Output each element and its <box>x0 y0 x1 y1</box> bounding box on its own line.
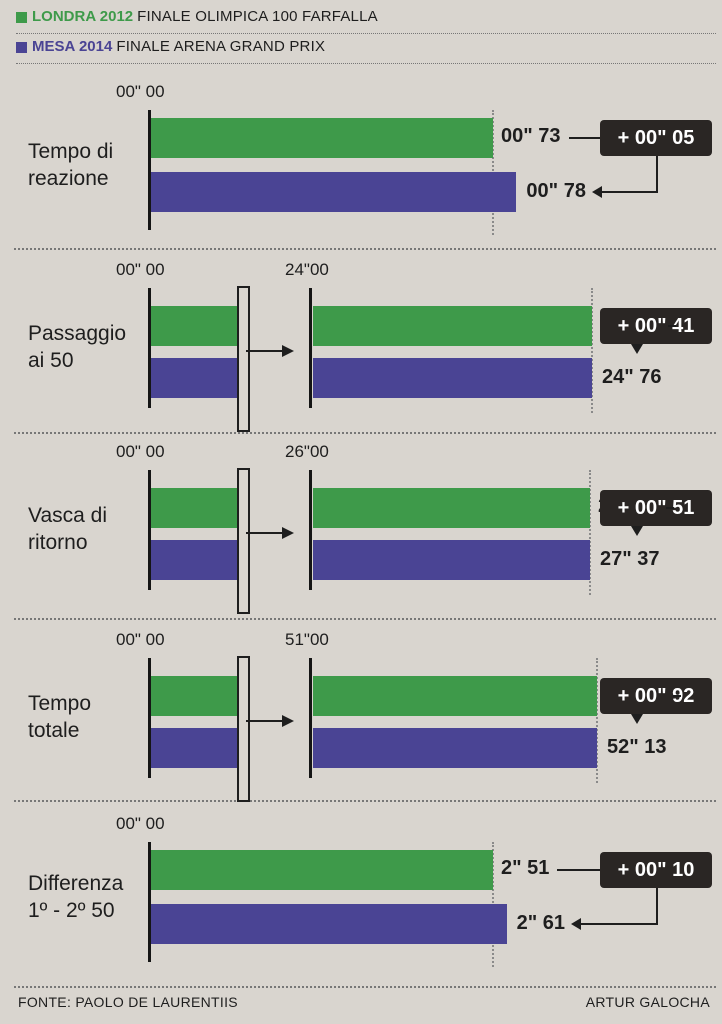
legend-item-mesa: MESA 2014 FINALE ARENA GRAND PRIX <box>16 36 378 58</box>
break-arrow-head <box>282 527 294 539</box>
legend-swatch-green <box>16 11 27 23</box>
axis-break-line <box>309 470 312 590</box>
axis-break-label: 51"00 <box>285 630 329 649</box>
bar-londra <box>151 118 493 158</box>
value-label-mesa: 27" 37 <box>600 548 660 570</box>
axis-start-label: 00" 00 <box>116 630 165 649</box>
row-label: Tempo di reazione <box>28 140 114 190</box>
axis-line <box>148 842 151 962</box>
diff-connector-line <box>602 191 658 193</box>
axis-start-label: 00" 00 <box>116 260 165 279</box>
bar-prebreak-purple <box>151 358 239 398</box>
bar-londra <box>313 306 593 346</box>
value-label-mesa: 52" 13 <box>607 736 667 758</box>
section-divider <box>14 248 716 250</box>
diff-arrow-head <box>631 714 643 724</box>
break-arrow-head <box>282 345 294 357</box>
value-label-londra: 2" 51 <box>501 857 550 879</box>
diff-arrow-head <box>631 526 643 536</box>
bar-mesa <box>151 904 507 944</box>
bar-prebreak-green <box>151 676 239 716</box>
axis-line <box>148 470 151 590</box>
section-divider <box>14 800 716 802</box>
reference-line <box>596 658 599 783</box>
legend-name: LONDRA 2012 <box>32 8 134 25</box>
bar-mesa <box>313 358 592 398</box>
legend-divider <box>16 33 716 34</box>
bar-londra <box>313 488 591 528</box>
diff-badge: + 00" 41 <box>600 308 712 344</box>
footer-author: ARTUR GALOCHA <box>585 994 710 1010</box>
legend: LONDRA 2012 FINALE OLIMPICA 100 FARFALLA… <box>16 6 378 58</box>
diff-badge: + 00" 10 <box>600 852 712 888</box>
diff-connector-line <box>580 923 658 925</box>
bar-londra <box>151 850 493 890</box>
legend-desc: FINALE ARENA GRAND PRIX <box>116 38 326 55</box>
break-arrow-line <box>246 532 282 534</box>
section-divider <box>14 432 716 434</box>
axis-start-label: 00" 00 <box>116 442 165 461</box>
break-arrow-line <box>246 720 282 722</box>
diff-connector-line <box>673 695 682 697</box>
value-label-mesa: 2" 61 <box>516 912 566 934</box>
bar-londra <box>313 676 598 716</box>
reference-line <box>589 470 592 595</box>
bar-mesa <box>313 540 590 580</box>
legend-desc: FINALE OLIMPICA 100 FARFALLA <box>137 8 378 25</box>
diff-connector-line <box>668 325 677 327</box>
row-label: Vasca di ritorno <box>28 504 107 554</box>
diff-badge: + 00" 92 <box>600 678 712 714</box>
diff-arrow-head <box>570 918 581 930</box>
diff-connector-line <box>656 156 658 192</box>
axis-line <box>148 288 151 408</box>
axis-line <box>148 658 151 778</box>
reference-line <box>591 288 594 413</box>
chart-panel: Differenza 1º - 2º 50 00" 00 2" 51 2" 61 + 0… <box>0 812 722 982</box>
axis-break-marker <box>237 656 250 802</box>
bar-mesa <box>151 172 517 212</box>
row-label: Passaggio ai 50 <box>28 322 127 372</box>
bar-prebreak-purple <box>151 728 239 768</box>
axis-break-marker <box>237 468 250 614</box>
axis-start-label: 00" 00 <box>116 814 165 833</box>
axis-break-marker <box>237 286 250 432</box>
diff-arrow-head <box>631 344 643 354</box>
legend-name: MESA 2014 <box>32 38 113 55</box>
axis-start-label: 00" 00 <box>116 82 165 101</box>
axis-break-label: 26"00 <box>285 442 329 461</box>
axis-break-label: 24"00 <box>285 260 329 279</box>
value-label-mesa: 24" 76 <box>602 366 662 388</box>
footer-source: FONTE: PAOLO DE LAURENTIIS <box>18 994 238 1010</box>
section-divider <box>14 618 716 620</box>
value-label-mesa: 00" 78 <box>526 180 586 202</box>
diff-connector-line <box>569 137 600 139</box>
diff-connector-line <box>656 888 658 924</box>
axis-break-line <box>309 288 312 408</box>
axis-line <box>148 110 151 230</box>
diff-connector-line <box>557 869 600 871</box>
diff-connector-line <box>666 507 675 509</box>
section-divider <box>14 986 716 988</box>
value-label-londra: 00" 73 <box>501 125 561 147</box>
legend-divider <box>16 63 716 64</box>
bar-prebreak-purple <box>151 540 239 580</box>
bar-mesa <box>313 728 597 768</box>
chart-panel: Tempo di reazione 00" 00 00" 73 00" 78 + 00"… <box>0 80 722 250</box>
break-arrow-line <box>246 350 282 352</box>
diff-arrow-head <box>592 186 603 198</box>
break-arrow-head <box>282 715 294 727</box>
bar-prebreak-green <box>151 488 239 528</box>
diff-badge: + 00" 05 <box>600 120 712 156</box>
legend-item-londra: LONDRA 2012 FINALE OLIMPICA 100 FARFALLA <box>16 6 378 28</box>
legend-swatch-purple <box>16 41 27 53</box>
row-label: Tempo totale <box>28 692 92 742</box>
bar-prebreak-green <box>151 306 239 346</box>
diff-badge: + 00" 51 <box>600 490 712 526</box>
row-label: Differenza 1º - 2º 50 <box>28 872 124 922</box>
axis-break-line <box>309 658 312 778</box>
